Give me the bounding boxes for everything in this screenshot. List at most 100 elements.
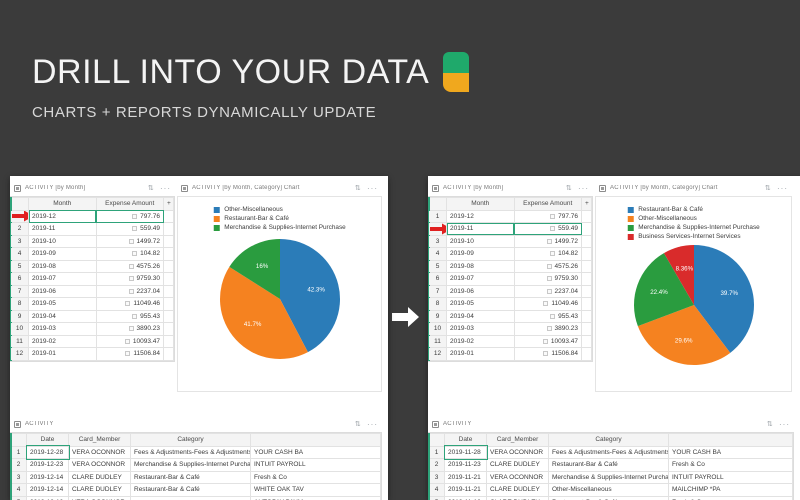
- legend-item[interactable]: Business Services-Internet Services: [627, 232, 760, 241]
- month-cell[interactable]: 2019-10: [446, 234, 515, 248]
- table-row[interactable]: 4 2019-11-21 CLARE DUDLEY Other-Miscellaneo…: [428, 483, 793, 497]
- chart-after[interactable]: Restaurant-Bar & Café Other-Miscellaneous…: [595, 196, 792, 392]
- add-column-cell[interactable]: [581, 259, 592, 273]
- category-cell[interactable]: [130, 495, 251, 500]
- amount-cell[interactable]: 11049.46: [513, 297, 582, 311]
- column-header[interactable]: Card_Member: [486, 433, 549, 447]
- ellipsis-icon[interactable]: ···: [367, 419, 378, 429]
- table-row[interactable]: 3 2019-10 1499.72: [10, 234, 174, 248]
- add-column-cell[interactable]: [163, 259, 174, 273]
- pie-slice[interactable]: [693, 245, 754, 353]
- category-cell[interactable]: Restaurant-Bar & Café: [548, 458, 669, 472]
- date-cell[interactable]: 2019-11-28: [443, 445, 488, 460]
- add-column-cell[interactable]: [163, 309, 174, 323]
- filter-sort-icon[interactable]: ⇅: [147, 185, 154, 192]
- add-column-cell[interactable]: [163, 334, 174, 348]
- pie-slice[interactable]: [637, 305, 730, 365]
- date-cell[interactable]: 2019-11-23: [444, 458, 487, 472]
- column-header[interactable]: [428, 197, 447, 211]
- add-column-cell[interactable]: [163, 284, 174, 298]
- legend-item[interactable]: Restaurant-Bar & Café: [213, 214, 346, 223]
- month-cell[interactable]: 2019-11: [28, 222, 97, 236]
- table-row[interactable]: 3 2019-10 1499.72: [428, 234, 592, 248]
- card-member-cell[interactable]: VERA OCONNOR: [486, 470, 549, 484]
- column-header[interactable]: [428, 433, 445, 447]
- description-cell[interactable]: YOUR CASH BA: [250, 445, 381, 459]
- legend-item[interactable]: Restaurant-Bar & Café: [627, 205, 760, 214]
- amount-cell[interactable]: 11506.84: [95, 347, 164, 361]
- card-member-cell[interactable]: CLARE DUDLEY: [486, 458, 549, 472]
- month-cell[interactable]: 2019-01: [446, 347, 515, 361]
- column-header[interactable]: [10, 433, 27, 447]
- table-row[interactable]: 8 2019-05 11049.46: [10, 297, 174, 311]
- table-row[interactable]: 3 2019-11-21 VERA OCONNOR Merchandise & Sup…: [428, 470, 793, 484]
- column-header[interactable]: Category: [130, 433, 251, 447]
- date-cell[interactable]: 2019-12-28: [25, 445, 70, 460]
- card-member-cell[interactable]: VERA OCONNOR: [486, 445, 549, 459]
- month-cell[interactable]: 2019-12: [446, 209, 515, 223]
- table-row[interactable]: 2 2019-12-23 VERA OCONNOR Merchandise & Sup…: [10, 458, 381, 472]
- table-row[interactable]: 2019-12 797.76: [10, 209, 174, 223]
- column-header[interactable]: [250, 433, 381, 447]
- table-row[interactable]: 4 2019-09 104.82: [10, 247, 174, 261]
- date-cell[interactable]: 2019-12-14: [26, 470, 69, 484]
- category-cell[interactable]: Merchandise & Supplies-Internet Purchase: [548, 470, 669, 484]
- description-cell[interactable]: INTUIT PAYROLL: [250, 458, 381, 472]
- amount-cell[interactable]: 797.76: [513, 209, 582, 223]
- activity-grid-after[interactable]: Date Card_Member Category 1 2019-11-28 VERA O…: [428, 432, 794, 500]
- category-cell[interactable]: Merchandise & Supplies-Internet Purchase: [130, 458, 251, 472]
- add-column-cell[interactable]: [581, 234, 592, 248]
- pie-chart[interactable]: 39.7% 29.6% 22.4% 8.36%: [630, 241, 758, 369]
- month-cell[interactable]: 2019-04: [446, 309, 515, 323]
- description-cell[interactable]: Fresh & Co: [250, 470, 381, 484]
- description-cell[interactable]: Fresh & Co: [668, 458, 793, 472]
- column-header[interactable]: [668, 433, 793, 447]
- month-cell[interactable]: 2019-05: [28, 297, 97, 311]
- month-cell[interactable]: 2019-09: [446, 247, 515, 261]
- add-column-cell[interactable]: [581, 347, 592, 361]
- amount-cell[interactable]: 559.49: [513, 222, 582, 236]
- add-column-cell[interactable]: [163, 297, 174, 311]
- amount-cell[interactable]: 104.82: [95, 247, 164, 261]
- chart-before[interactable]: Other-Miscellaneous Restaurant-Bar & Café…: [177, 196, 382, 392]
- add-column-cell[interactable]: [163, 247, 174, 261]
- description-cell[interactable]: INTUIT PAYROLL: [668, 470, 793, 484]
- month-cell[interactable]: 2019-11: [446, 222, 515, 236]
- date-cell[interactable]: 2019-11-16: [444, 495, 487, 500]
- legend-item[interactable]: Merchandise & Supplies-Internet Purchase: [627, 223, 760, 232]
- amount-cell[interactable]: 9759.30: [95, 272, 164, 286]
- legend-item[interactable]: Merchandise & Supplies-Internet Purchase: [213, 223, 346, 232]
- amount-cell[interactable]: 4575.26: [95, 259, 164, 273]
- table-row[interactable]: 8 2019-05 11049.46: [428, 297, 592, 311]
- pie-slice[interactable]: [279, 239, 340, 353]
- amount-cell[interactable]: 4575.26: [513, 259, 582, 273]
- date-cell[interactable]: 2019-11-21: [444, 483, 487, 497]
- amount-cell[interactable]: 11049.46: [95, 297, 164, 311]
- description-cell[interactable]: MAILCHIMP *PA: [668, 483, 793, 497]
- add-column-cell[interactable]: [581, 222, 592, 236]
- column-header[interactable]: +: [581, 197, 592, 211]
- card-member-cell[interactable]: CLARE DUDLEY: [68, 483, 131, 497]
- month-cell[interactable]: 2019-06: [28, 284, 97, 298]
- card-member-cell[interactable]: VERA OCONNOR: [68, 458, 131, 472]
- table-row[interactable]: 10 2019-03 3890.23: [428, 322, 592, 336]
- month-cell[interactable]: 2019-08: [446, 259, 515, 273]
- amount-cell[interactable]: 955.43: [95, 309, 164, 323]
- add-column-cell[interactable]: [163, 272, 174, 286]
- description-cell[interactable]: YOUR CASH BA: [668, 445, 793, 459]
- legend-item[interactable]: Other-Miscellaneous: [627, 214, 760, 223]
- card-member-cell[interactable]: CLARE DUDLEY: [68, 470, 131, 484]
- column-header[interactable]: +: [163, 197, 174, 211]
- filter-sort-icon[interactable]: ⇅: [565, 185, 572, 192]
- pie-slice[interactable]: [219, 266, 308, 359]
- column-header[interactable]: Month: [28, 197, 97, 211]
- month-cell[interactable]: 2019-02: [28, 334, 97, 348]
- card-member-cell[interactable]: CLARE DUDLEY: [486, 495, 549, 500]
- month-cell[interactable]: 2019-09: [28, 247, 97, 261]
- ellipsis-icon[interactable]: ···: [160, 183, 171, 193]
- amount-cell[interactable]: 104.82: [513, 247, 582, 261]
- amount-cell[interactable]: 1499.72: [513, 234, 582, 248]
- card-member-cell[interactable]: VERA OCONNOR: [68, 495, 131, 500]
- amount-cell[interactable]: 10093.47: [513, 334, 582, 348]
